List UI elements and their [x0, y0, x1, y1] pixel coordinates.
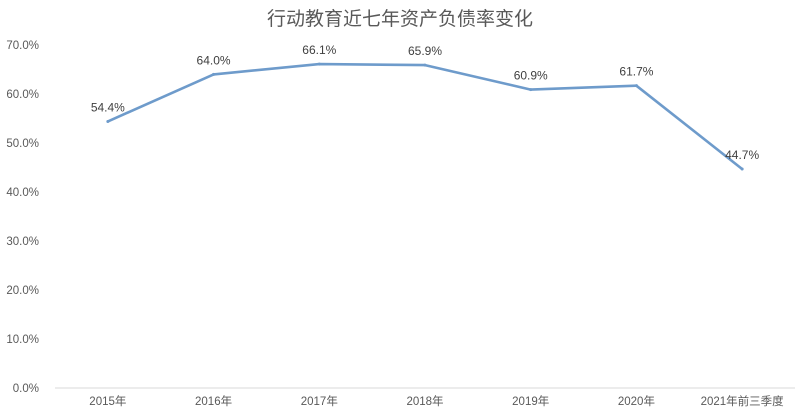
- data-label: 64.0%: [197, 53, 231, 67]
- data-label: 60.9%: [514, 69, 548, 83]
- data-point: [106, 119, 110, 123]
- x-tick-label: 2020年: [618, 394, 655, 408]
- x-axis: 2015年 2016年 2017年 2018年 2019年 2020年 2021年前三季度: [55, 387, 795, 408]
- data-label: 44.7%: [725, 148, 759, 162]
- x-tick-label: 2019年: [512, 394, 549, 408]
- x-tick-label: 2018年: [406, 394, 443, 408]
- y-tick-label: 40.0%: [6, 187, 39, 199]
- data-point: [423, 63, 427, 67]
- x-tick-label: 2017年: [301, 394, 338, 408]
- data-label: 65.9%: [408, 44, 442, 58]
- data-point: [529, 88, 533, 92]
- series-layer: [106, 62, 744, 171]
- y-tick-label: 20.0%: [6, 285, 39, 297]
- y-axis: 0.0% 10.0% 20.0% 30.0% 40.0% 50.0% 60.0% 70.0%: [6, 40, 39, 395]
- y-tick-label: 30.0%: [6, 236, 39, 248]
- x-tick-label: 2021年前三季度: [701, 394, 785, 408]
- x-tick-label: 2016年: [195, 394, 232, 408]
- y-tick-label: 10.0%: [6, 334, 39, 346]
- y-tick-label: 0.0%: [13, 383, 39, 395]
- y-tick-label: 70.0%: [6, 40, 39, 52]
- data-label: 54.4%: [91, 100, 125, 114]
- y-tick-label: 60.0%: [6, 89, 39, 101]
- x-tick-label: 2015年: [89, 394, 126, 408]
- data-point: [634, 84, 638, 88]
- chart-title: 行动教育近七年资产负债率变化: [267, 8, 533, 30]
- data-point: [212, 72, 216, 76]
- data-point: [740, 167, 744, 171]
- y-tick-label: 50.0%: [6, 138, 39, 150]
- series-line: [106, 62, 744, 171]
- data-label: 61.7%: [619, 65, 653, 79]
- data-labels: 54.4% 64.0% 66.1% 65.9% 60.9% 61.7% 44.7%: [91, 43, 760, 162]
- data-point: [317, 62, 321, 66]
- data-label: 66.1%: [302, 43, 336, 57]
